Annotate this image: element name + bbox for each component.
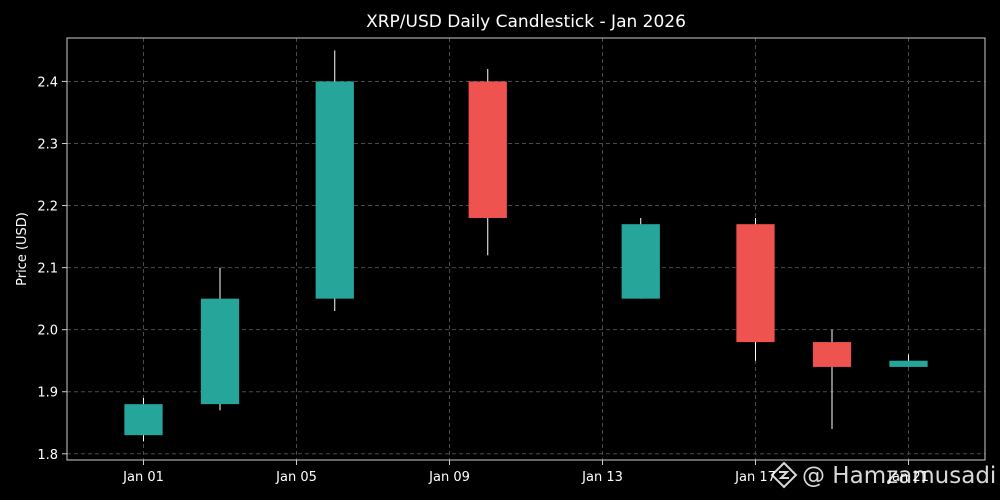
candle-up xyxy=(621,217,660,299)
axis-layer: 1.8 1.9 2.0 2.1 2.2 2.3 2.4 Jan 01 Jan 05 Jan 09 J… xyxy=(37,75,929,485)
candle-down xyxy=(468,69,507,256)
watermark-text: @ Hamzamusadi xyxy=(802,463,996,489)
y-tick-label: 2.0 xyxy=(37,324,58,339)
x-tick-label: Jan 21 xyxy=(887,470,929,485)
y-tick-label: 2.4 xyxy=(37,75,58,90)
candle-layer xyxy=(124,50,928,442)
candle-body xyxy=(812,342,852,367)
candle-body xyxy=(468,81,507,218)
candle-down xyxy=(736,217,775,361)
y-tick-label: 1.8 xyxy=(37,448,58,463)
y-tick-label: 1.9 xyxy=(37,386,58,401)
candle-body xyxy=(621,224,660,299)
watermark: @ Hamzamusadi xyxy=(770,461,996,489)
candle-up xyxy=(889,354,928,367)
y-tick-label: 2.3 xyxy=(37,138,58,153)
candle-body xyxy=(889,360,928,367)
chart-title: XRP/USD Daily Candlestick - Jan 2026 xyxy=(366,12,686,32)
x-tick-label: Jan 09 xyxy=(428,470,470,485)
y-tick-label: 2.2 xyxy=(37,200,58,215)
candle-up xyxy=(124,397,163,442)
x-tick-label: Jan 05 xyxy=(275,470,317,485)
candle-up xyxy=(200,267,240,411)
x-tick-label: Jan 01 xyxy=(122,470,164,485)
candle-body xyxy=(315,81,354,299)
candle-up xyxy=(315,50,354,312)
diamond-logo-icon xyxy=(770,461,798,489)
x-tick-label: Jan 13 xyxy=(581,470,623,485)
plot-frame xyxy=(66,37,986,461)
y-tick-label: 2.1 xyxy=(37,262,58,277)
candle-down xyxy=(812,329,852,429)
candle-body xyxy=(124,404,163,436)
candle-body xyxy=(200,298,240,405)
x-tick-label: Jan 17 xyxy=(734,470,776,485)
y-axis-label: Price (USD) xyxy=(15,212,30,286)
candle-body xyxy=(736,224,775,343)
